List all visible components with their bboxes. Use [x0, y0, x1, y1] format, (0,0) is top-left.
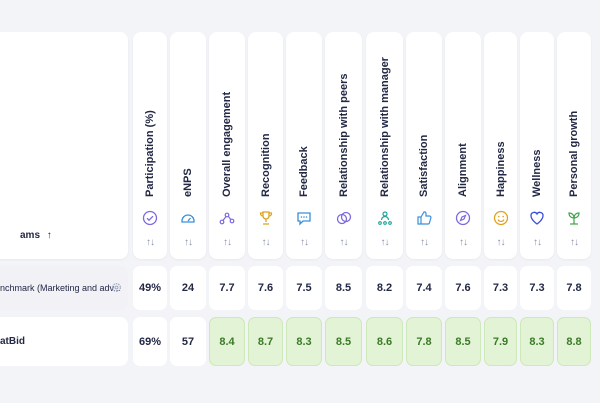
table-cell: 7.8: [557, 266, 591, 310]
sort-toggle-icon[interactable]: ↑↓: [339, 237, 349, 248]
row-label-team: atBid: [0, 317, 128, 366]
table-cell: 7.6: [248, 266, 283, 310]
column-header-growth[interactable]: Personal growth ↑↓: [557, 32, 591, 259]
coins-icon: [336, 211, 351, 225]
table-cell: 57: [170, 317, 206, 366]
column-title: Relationship with peers: [337, 73, 350, 197]
table-cell: 7.7: [209, 266, 245, 310]
check-circle-icon: [142, 210, 158, 226]
column-title: Personal growth: [568, 110, 580, 197]
trophy-icon: [259, 211, 272, 225]
table-cell: 8.5: [325, 266, 362, 310]
teams-header-label: ams: [20, 230, 41, 241]
column-header-wellness[interactable]: Wellness ↑↓: [520, 32, 554, 259]
column-header-peers[interactable]: Relationship with peers ↑↓: [325, 32, 362, 259]
column-title: Participation (%): [144, 110, 156, 197]
table-cell: 7.8: [406, 317, 442, 366]
table-cell: 7.3: [520, 266, 554, 310]
column-title: Relationship with manager: [378, 57, 391, 197]
column-title: Happiness: [494, 141, 507, 197]
row-label-text: atBid: [0, 336, 25, 347]
column-title: Feedback: [298, 146, 310, 197]
sort-toggle-icon[interactable]: ↑↓: [496, 237, 506, 248]
table-cell: 8.2: [366, 266, 403, 310]
column-header-satisfaction[interactable]: Satisfaction ↑↓: [406, 32, 442, 259]
column-title: Overall engagement: [221, 91, 233, 197]
sort-arrow-icon: ↑: [46, 230, 52, 241]
table-cell: 8.7: [248, 317, 283, 366]
table-cell: 8.3: [520, 317, 554, 366]
sort-toggle-icon[interactable]: ↑↓: [146, 237, 155, 248]
column-title: Recognition: [259, 133, 272, 197]
sort-toggle-icon[interactable]: ↑↓: [459, 237, 468, 248]
column-title: Satisfaction: [418, 134, 430, 197]
chat-icon: [297, 212, 311, 226]
column-header-enps[interactable]: eNPS ↑↓: [170, 32, 206, 259]
sort-toggle-icon[interactable]: ↑↓: [223, 237, 232, 248]
table-cell: 8.6: [366, 317, 403, 366]
column-title: Alignment: [457, 143, 469, 197]
table-cell: 8.5: [325, 317, 362, 366]
table-cell: 24: [170, 266, 206, 310]
row-label-benchmark: nchmark (Marketing and adv...: [0, 266, 128, 310]
column-title: Wellness: [531, 149, 543, 198]
compass-icon: [455, 210, 471, 226]
column-title: eNPS: [182, 168, 194, 197]
table-cell: 7.9: [484, 317, 517, 366]
table-cell: 49%: [133, 266, 167, 310]
table-cell: 8.8: [557, 317, 591, 366]
column-header-recognition[interactable]: Recognition ↑↓: [248, 32, 283, 259]
column-header-alignment[interactable]: Alignment ↑↓: [445, 32, 481, 259]
sort-toggle-icon[interactable]: ↑↓: [300, 237, 309, 248]
column-header-happiness[interactable]: Happiness ↑↓: [484, 32, 517, 259]
table-cell: 7.5: [286, 266, 322, 310]
people-icon: [377, 211, 392, 225]
table-cell: 8.5: [445, 317, 481, 366]
teams-header-cell: [0, 32, 128, 259]
sort-toggle-icon[interactable]: ↑↓: [570, 237, 579, 248]
column-header-feedback[interactable]: Feedback ↑↓: [286, 32, 322, 259]
column-header-overall[interactable]: Overall engagement ↑↓: [209, 32, 245, 259]
row-label-text: nchmark (Marketing and adv...: [0, 283, 121, 293]
sort-toggle-icon[interactable]: ↑↓: [184, 237, 193, 248]
gear-icon[interactable]: [111, 282, 122, 293]
table-cell: 7.6: [445, 266, 481, 310]
gauge-icon: [181, 214, 195, 223]
nodes-icon: [219, 212, 235, 225]
column-header-participation[interactable]: Participation (%) ↑↓: [133, 32, 167, 259]
table-cell: 8.4: [209, 317, 245, 366]
sort-toggle-icon[interactable]: ↑↓: [261, 237, 271, 248]
sort-toggle-icon[interactable]: ↑↓: [533, 237, 542, 248]
table-cell: 7.4: [406, 266, 442, 310]
table-cell: 8.3: [286, 317, 322, 366]
sprout-icon: [568, 212, 580, 225]
thumbs-up-icon: [417, 211, 432, 225]
table-cell: 7.3: [484, 266, 517, 310]
smile-icon: [493, 210, 508, 226]
heart-icon: [530, 211, 544, 225]
table-cell: 69%: [133, 317, 167, 366]
teams-sort-header[interactable]: ams ↑: [20, 230, 52, 241]
sort-toggle-icon[interactable]: ↑↓: [380, 237, 390, 248]
column-header-manager[interactable]: Relationship with manager ↑↓: [366, 32, 403, 259]
sort-toggle-icon[interactable]: ↑↓: [420, 237, 429, 248]
